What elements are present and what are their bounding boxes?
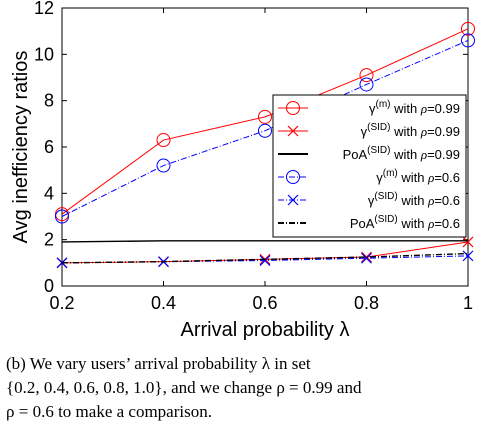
- data-point-circle: [359, 68, 374, 83]
- legend: γ(m) with ρ=0.99 γ(SID) with ρ=0.99 PoA(SI…: [272, 94, 467, 238]
- series-line-0: [61, 28, 469, 215]
- legend-label: γ(SID) with ρ=0.6: [368, 191, 460, 208]
- legend-item: γ(SID) with ρ=0.6: [278, 191, 460, 208]
- x-axis-label: Arrival probability λ: [181, 319, 350, 341]
- caption-line-1: (b) We vary users’ arrival probability λ…: [6, 354, 311, 373]
- x-tick-label: 0.2: [49, 293, 74, 313]
- legend-label: PoA(SID) with ρ=0.99: [343, 145, 460, 162]
- y-tick-label: 2: [44, 230, 54, 250]
- x-tick-label: 0.6: [252, 293, 277, 313]
- y-tick-label: 0: [44, 276, 54, 296]
- data-point-x: [462, 236, 474, 248]
- series-line-5: [61, 252, 469, 264]
- data-point-circle: [156, 158, 171, 173]
- y-tick-label: 6: [44, 137, 54, 157]
- caption-line-3: ρ = 0.6 to make a comparison.: [6, 402, 212, 421]
- legend-item: PoA(SID) with ρ=0.99: [278, 145, 460, 162]
- legend-label: γ(m) with ρ=0.99: [369, 99, 460, 116]
- legend-item: γ(m) with ρ=0.99: [278, 99, 460, 116]
- legend-label: PoA(SID) with ρ=0.6: [350, 214, 460, 231]
- caption-line-2: {0.2, 0.4, 0.6, 0.8, 1.0}, and we change…: [6, 378, 362, 397]
- x-tick-label: 0.8: [354, 293, 379, 313]
- data-point-circle: [461, 33, 475, 48]
- legend-marker-x: [287, 125, 299, 137]
- y-tick-label: 8: [44, 91, 54, 111]
- data-point-circle: [258, 123, 272, 138]
- y-tick-label: 4: [44, 183, 54, 203]
- y-tick-label: 10: [34, 44, 54, 64]
- data-point-x: [259, 255, 271, 266]
- legend-marker-circle: [286, 170, 300, 184]
- legend-item: γ(m) with ρ=0.6: [278, 168, 460, 185]
- series-line-2: [61, 240, 468, 243]
- series-line-3: [61, 39, 469, 217]
- data-point-circle: [461, 21, 475, 36]
- data-point-x: [361, 251, 372, 263]
- legend-marker-circle: [286, 101, 300, 115]
- data-point-circle: [55, 209, 69, 224]
- y-tick-label: 12: [34, 0, 54, 18]
- figure-caption: (b) We vary users’ arrival probability λ…: [6, 352, 478, 424]
- x-tick-label: 1: [463, 293, 473, 313]
- y-axis-label: Avg inefficiency ratios: [10, 51, 32, 244]
- legend-marker-x: [287, 194, 299, 206]
- legend-box: [272, 94, 467, 238]
- data-point-circle: [258, 109, 272, 124]
- data-point-x: [361, 252, 372, 264]
- legend-item: γ(SID) with ρ=0.99: [278, 122, 460, 139]
- legend-label: γ(SID) with ρ=0.99: [361, 122, 460, 139]
- data-point-circle: [156, 133, 171, 148]
- legend-item: PoA(SID) with ρ=0.6: [278, 214, 460, 231]
- data-point-circle: [359, 77, 374, 92]
- x-tick-label: 0.4: [151, 293, 176, 313]
- data-point-x: [462, 250, 474, 262]
- legend-label: γ(m) with ρ=0.6: [376, 168, 460, 185]
